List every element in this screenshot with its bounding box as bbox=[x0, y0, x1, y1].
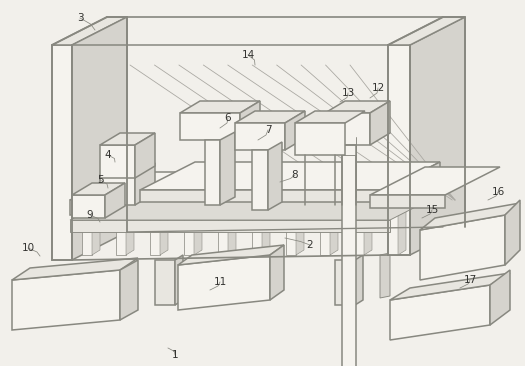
Polygon shape bbox=[364, 210, 372, 255]
Polygon shape bbox=[205, 253, 215, 298]
Text: 15: 15 bbox=[425, 205, 438, 215]
Polygon shape bbox=[325, 101, 390, 113]
Polygon shape bbox=[70, 172, 445, 200]
Polygon shape bbox=[320, 215, 330, 255]
Polygon shape bbox=[235, 111, 305, 123]
Polygon shape bbox=[220, 132, 235, 205]
Polygon shape bbox=[140, 162, 440, 190]
Polygon shape bbox=[178, 255, 270, 310]
Text: 5: 5 bbox=[97, 175, 103, 185]
Text: 16: 16 bbox=[491, 187, 505, 197]
Polygon shape bbox=[295, 111, 365, 123]
Polygon shape bbox=[330, 210, 338, 255]
Polygon shape bbox=[194, 210, 202, 255]
Polygon shape bbox=[325, 113, 370, 145]
Polygon shape bbox=[12, 270, 120, 330]
Text: 11: 11 bbox=[213, 277, 227, 287]
Polygon shape bbox=[180, 101, 260, 113]
Text: 2: 2 bbox=[307, 240, 313, 250]
Polygon shape bbox=[155, 260, 175, 305]
Polygon shape bbox=[92, 210, 100, 255]
Polygon shape bbox=[218, 215, 228, 255]
Polygon shape bbox=[285, 111, 305, 150]
Polygon shape bbox=[72, 183, 125, 195]
Polygon shape bbox=[388, 17, 465, 45]
Text: 13: 13 bbox=[341, 88, 354, 98]
Polygon shape bbox=[342, 145, 356, 155]
Text: 3: 3 bbox=[77, 13, 83, 23]
Polygon shape bbox=[270, 245, 284, 300]
Polygon shape bbox=[370, 101, 390, 145]
Polygon shape bbox=[184, 215, 194, 255]
Polygon shape bbox=[420, 215, 505, 280]
Polygon shape bbox=[140, 190, 385, 202]
Polygon shape bbox=[120, 260, 138, 320]
Polygon shape bbox=[105, 183, 125, 218]
Polygon shape bbox=[385, 162, 440, 202]
Polygon shape bbox=[295, 123, 345, 155]
Text: 12: 12 bbox=[371, 83, 385, 93]
Polygon shape bbox=[354, 215, 364, 255]
Polygon shape bbox=[370, 167, 500, 195]
Polygon shape bbox=[296, 210, 304, 255]
Polygon shape bbox=[70, 200, 390, 215]
Polygon shape bbox=[135, 163, 155, 205]
Text: 1: 1 bbox=[172, 350, 179, 360]
Polygon shape bbox=[262, 210, 270, 255]
Polygon shape bbox=[355, 255, 363, 305]
Polygon shape bbox=[12, 258, 138, 280]
Polygon shape bbox=[252, 215, 262, 255]
Polygon shape bbox=[150, 215, 160, 255]
Polygon shape bbox=[180, 113, 240, 140]
Polygon shape bbox=[240, 101, 260, 140]
Polygon shape bbox=[160, 210, 168, 255]
Polygon shape bbox=[388, 45, 410, 255]
Polygon shape bbox=[398, 210, 406, 255]
Polygon shape bbox=[100, 175, 135, 205]
Polygon shape bbox=[235, 123, 285, 150]
Polygon shape bbox=[52, 17, 127, 45]
Polygon shape bbox=[410, 17, 465, 255]
Polygon shape bbox=[116, 215, 126, 255]
Polygon shape bbox=[72, 17, 127, 260]
Polygon shape bbox=[175, 255, 183, 305]
Polygon shape bbox=[390, 285, 490, 340]
Polygon shape bbox=[100, 163, 155, 175]
Text: 8: 8 bbox=[292, 170, 298, 180]
Text: 14: 14 bbox=[242, 50, 255, 60]
Text: 4: 4 bbox=[104, 150, 111, 160]
Polygon shape bbox=[390, 172, 445, 215]
Polygon shape bbox=[380, 253, 390, 298]
Polygon shape bbox=[335, 260, 355, 305]
Polygon shape bbox=[82, 215, 92, 255]
Polygon shape bbox=[70, 220, 390, 232]
Polygon shape bbox=[52, 45, 72, 260]
Polygon shape bbox=[505, 200, 520, 265]
Polygon shape bbox=[390, 273, 510, 300]
Polygon shape bbox=[70, 192, 445, 220]
Polygon shape bbox=[126, 210, 134, 255]
Polygon shape bbox=[205, 140, 220, 205]
Polygon shape bbox=[286, 215, 296, 255]
Polygon shape bbox=[135, 133, 155, 178]
Polygon shape bbox=[100, 133, 155, 145]
Polygon shape bbox=[72, 195, 105, 218]
Polygon shape bbox=[178, 245, 284, 265]
Polygon shape bbox=[252, 150, 268, 210]
Polygon shape bbox=[370, 195, 445, 208]
Polygon shape bbox=[100, 145, 135, 178]
Text: 6: 6 bbox=[225, 113, 232, 123]
Text: 7: 7 bbox=[265, 125, 271, 135]
Text: 10: 10 bbox=[22, 243, 35, 253]
Polygon shape bbox=[228, 210, 236, 255]
Polygon shape bbox=[420, 203, 520, 230]
Polygon shape bbox=[490, 270, 510, 325]
Polygon shape bbox=[342, 145, 356, 366]
Polygon shape bbox=[268, 142, 282, 210]
Text: 17: 17 bbox=[464, 275, 477, 285]
Polygon shape bbox=[388, 215, 398, 255]
Text: 9: 9 bbox=[87, 210, 93, 220]
